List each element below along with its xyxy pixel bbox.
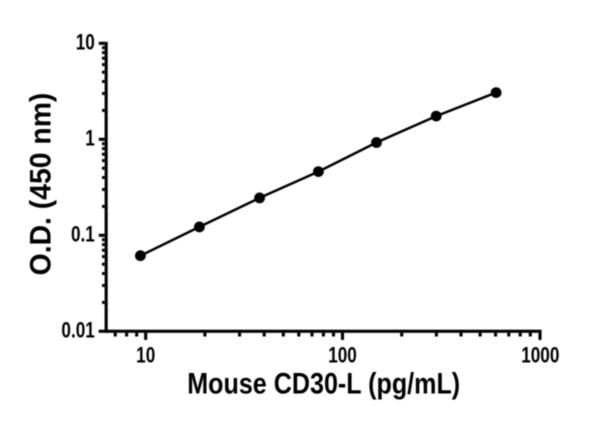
svg-text:100: 100 [328, 344, 357, 369]
svg-text:10: 10 [136, 344, 155, 369]
svg-text:10: 10 [76, 31, 95, 56]
svg-text:1000: 1000 [521, 344, 559, 369]
svg-text:0.1: 0.1 [71, 223, 95, 248]
svg-text:1: 1 [85, 127, 95, 152]
svg-text:O.D. (450 nm): O.D. (450 nm) [25, 93, 58, 276]
svg-text:Mouse CD30-L (pg/mL): Mouse CD30-L (pg/mL) [187, 366, 460, 400]
svg-text:0.01: 0.01 [61, 319, 94, 344]
